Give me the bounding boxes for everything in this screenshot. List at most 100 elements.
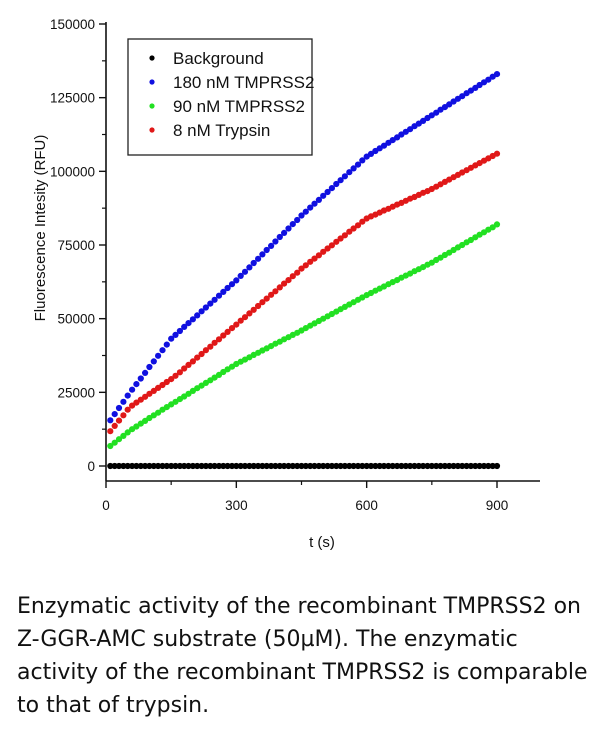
data-point [328, 185, 335, 192]
data-point [333, 462, 340, 470]
data-point [168, 376, 175, 383]
chart: 0 25000 50000 75000 100000 125000 150000 0 300 6… [32, 17, 540, 551]
data-point [172, 462, 179, 470]
data-point [146, 363, 153, 371]
data-point [320, 192, 327, 199]
data-point [489, 462, 496, 470]
data-point [163, 462, 170, 470]
data-point [289, 221, 296, 228]
data-point [168, 335, 175, 342]
axes [105, 22, 540, 482]
data-point [237, 317, 244, 324]
data-point [181, 462, 188, 470]
data-point [107, 417, 114, 424]
data-point [194, 312, 201, 319]
data-point [346, 169, 353, 176]
data-point [285, 462, 292, 470]
data-point [402, 462, 409, 470]
data-point [142, 462, 149, 470]
data-point [285, 277, 292, 284]
data-point [367, 462, 375, 470]
data-point [189, 316, 196, 323]
data-point [302, 262, 309, 269]
data-point [259, 251, 266, 258]
data-point [337, 462, 344, 470]
data-point [202, 462, 209, 470]
data-point [202, 304, 209, 311]
data-point [276, 462, 283, 470]
data-point [359, 157, 366, 164]
data-point [307, 204, 314, 211]
data-point [163, 378, 170, 386]
data-point [107, 428, 114, 435]
data-point [315, 462, 322, 470]
data-point [333, 180, 340, 188]
data-point [485, 76, 492, 83]
data-point [224, 462, 231, 470]
data-point [359, 462, 366, 470]
y-tick-label: 100000 [50, 164, 95, 179]
data-point [259, 299, 266, 306]
x-tick-label: 300 [225, 498, 248, 513]
data-point [346, 462, 353, 470]
data-point [137, 375, 144, 382]
data-point [115, 462, 123, 470]
data-point [263, 295, 270, 302]
data-point [146, 390, 153, 397]
data-point [268, 462, 275, 470]
data-point [189, 358, 196, 365]
data-point [493, 221, 501, 228]
data-point [389, 462, 396, 470]
data-point [111, 462, 118, 470]
data-point [311, 255, 318, 262]
data-point [363, 462, 370, 470]
data-point [224, 284, 231, 292]
data-point [250, 306, 257, 313]
data-point [155, 462, 162, 470]
data-point [294, 269, 301, 276]
data-point [394, 462, 401, 470]
legend-marker [149, 127, 155, 133]
data-point [324, 188, 331, 196]
data-point [237, 272, 244, 279]
data-point [255, 462, 262, 470]
data-point [185, 361, 192, 368]
data-point [328, 242, 335, 249]
y-tick-label: 75000 [57, 238, 95, 253]
y-ticks: 0 25000 50000 75000 100000 125000 150000 [50, 17, 106, 474]
data-point [255, 302, 262, 310]
figure-caption: Enzymatic activity of the recombinant TM… [17, 594, 588, 718]
data-point [176, 462, 183, 470]
data-point [124, 429, 131, 436]
data-point [111, 422, 118, 429]
data-point [433, 109, 440, 116]
data-point [207, 300, 214, 307]
data-point [120, 412, 127, 419]
data-point [107, 442, 114, 450]
data-point [185, 320, 192, 327]
data-point [281, 280, 288, 287]
data-point [220, 332, 227, 339]
data-point [155, 384, 162, 391]
data-point [255, 255, 262, 262]
data-point [115, 404, 123, 412]
data-point [441, 462, 448, 470]
series-180-nm-tmprss2 [107, 71, 501, 424]
data-point [354, 161, 362, 168]
data-point [272, 238, 279, 245]
data-point [407, 126, 414, 133]
data-point [467, 462, 474, 470]
data-point [120, 398, 127, 405]
data-point [129, 386, 136, 393]
data-point [354, 222, 362, 229]
data-point [289, 462, 296, 470]
series-90-nm-tmprss2 [107, 221, 501, 450]
data-point [155, 409, 162, 416]
data-point [115, 436, 123, 443]
data-point [124, 406, 131, 413]
data-point [324, 245, 331, 252]
data-point [150, 387, 157, 394]
data-point [294, 216, 301, 224]
x-tick-label: 900 [486, 498, 509, 513]
data-point [259, 462, 266, 470]
